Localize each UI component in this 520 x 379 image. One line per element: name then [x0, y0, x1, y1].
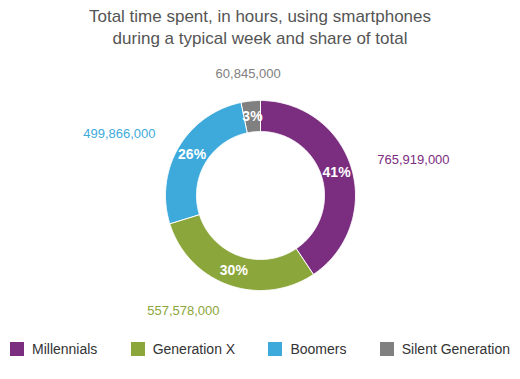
svg-text:557,578,000: 557,578,000: [147, 303, 219, 318]
svg-text:30%30: 30%30: [220, 262, 249, 278]
html-text:Silent Generation: Silent Generation: [401, 341, 510, 357]
svg-text:499,866,000: 499,866,000: [83, 126, 155, 141]
svg-text:60,845,000: 60,845,000: [216, 66, 281, 81]
html-text:Millennials: Millennials: [32, 341, 98, 357]
svg-text:765,919,000: 765,919,000: [377, 152, 449, 167]
svg-text:41%41: 41%41: [323, 164, 352, 180]
html-text:Boomers: Boomers: [290, 341, 347, 357]
html-text:Total time spent, in hours, us: Total time spent, in hours, using smartp…: [89, 7, 431, 48]
svg-text:26%26: 26%26: [178, 146, 207, 162]
svg-text:3%3: 3%3: [242, 108, 263, 124]
html-text:Generation X: Generation X: [152, 341, 236, 357]
